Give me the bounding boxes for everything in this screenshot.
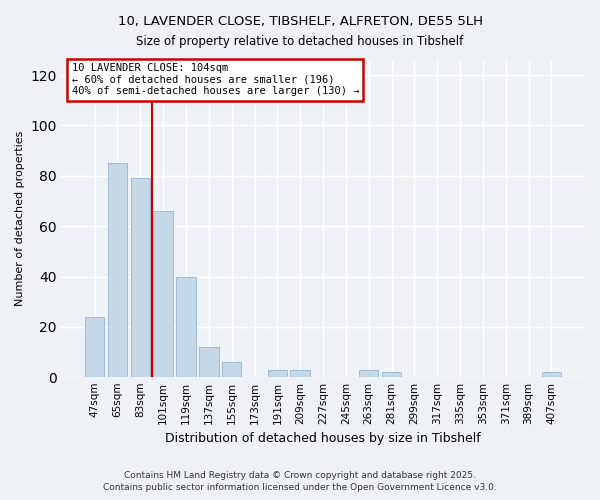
Bar (85, 317, 104, 378)
Bar (542, 372, 561, 378)
Bar (131, 178, 150, 378)
Text: 10, LAVENDER CLOSE, TIBSHELF, ALFRETON, DE55 5LH: 10, LAVENDER CLOSE, TIBSHELF, ALFRETON, … (118, 15, 482, 28)
Text: Contains HM Land Registry data © Crown copyright and database right 2025.
Contai: Contains HM Land Registry data © Crown c… (103, 471, 497, 492)
Bar (290, 370, 310, 378)
Bar (199, 347, 218, 378)
Bar (382, 372, 401, 378)
Bar (176, 276, 196, 378)
Text: Size of property relative to detached houses in Tibshelf: Size of property relative to detached ho… (136, 35, 464, 48)
X-axis label: Distribution of detached houses by size in Tibshelf: Distribution of detached houses by size … (165, 432, 481, 445)
Bar (108, 164, 127, 378)
Bar (154, 211, 173, 378)
Y-axis label: Number of detached properties: Number of detached properties (15, 131, 25, 306)
Bar (268, 370, 287, 378)
Bar (359, 370, 379, 378)
Bar (222, 362, 241, 378)
Text: 10 LAVENDER CLOSE: 104sqm
← 60% of detached houses are smaller (196)
40% of semi: 10 LAVENDER CLOSE: 104sqm ← 60% of detac… (71, 63, 359, 96)
